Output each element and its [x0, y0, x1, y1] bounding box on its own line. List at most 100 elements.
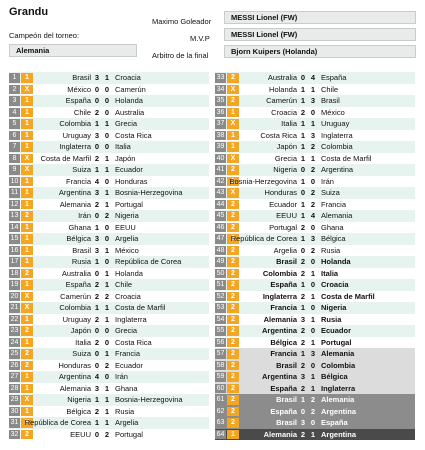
- away-score[interactable]: 0: [104, 337, 110, 347]
- match-row[interactable]: 36 1 Croacia 2 0 México: [215, 107, 415, 119]
- pick-badge[interactable]: 1: [227, 130, 239, 140]
- pick-badge[interactable]: 2: [227, 337, 239, 347]
- home-score[interactable]: 1: [300, 130, 306, 140]
- pick-badge[interactable]: 1: [21, 130, 33, 140]
- match-row[interactable]: 60 2 España 2 1 Inglaterra: [215, 382, 415, 394]
- away-score[interactable]: 0: [104, 130, 110, 140]
- home-score[interactable]: 3: [94, 383, 100, 393]
- away-score[interactable]: 0: [310, 107, 316, 117]
- home-score[interactable]: 1: [300, 176, 306, 186]
- away-score[interactable]: 1: [310, 314, 316, 324]
- away-score[interactable]: 3: [310, 234, 316, 243]
- match-row[interactable]: 51 2 España 1 0 Croacia: [215, 279, 415, 291]
- pick-badge[interactable]: 2: [227, 372, 239, 382]
- away-score[interactable]: 4: [310, 73, 316, 82]
- away-score[interactable]: 1: [104, 314, 110, 324]
- away-score[interactable]: 4: [310, 211, 316, 220]
- away-score[interactable]: 1: [104, 395, 110, 404]
- match-row[interactable]: 52 2 Inglaterra 2 1 Costa de Marfil: [215, 291, 415, 303]
- match-row[interactable]: 6 1 Uruguay 3 0 Costa Rica: [9, 130, 209, 142]
- match-row[interactable]: 12 1 Alemania 2 1 Portugal: [9, 199, 209, 211]
- away-score[interactable]: 1: [104, 119, 110, 128]
- home-score[interactable]: 2: [300, 107, 306, 117]
- pick-badge[interactable]: 1: [21, 176, 33, 186]
- match-row[interactable]: 11 1 Argentina 3 1 Bosnia-Herzegovina: [9, 187, 209, 199]
- pick-badge[interactable]: 1: [21, 234, 33, 244]
- away-score[interactable]: 3: [310, 96, 316, 105]
- away-score[interactable]: 2: [310, 199, 316, 209]
- home-score[interactable]: 3: [94, 130, 100, 140]
- home-score[interactable]: 3: [94, 245, 100, 255]
- match-row[interactable]: 56 2 Bélgica 2 1 Portugal: [215, 337, 415, 349]
- away-score[interactable]: 1: [104, 188, 110, 197]
- away-score[interactable]: 1: [104, 245, 110, 255]
- match-row[interactable]: 7 1 Inglaterra 0 0 Italia: [9, 141, 209, 153]
- pick-badge[interactable]: 1: [21, 73, 33, 83]
- match-row[interactable]: 54 2 Alemania 3 1 Rusia: [215, 314, 415, 326]
- pick-badge[interactable]: X: [21, 153, 33, 163]
- match-row[interactable]: 2 X México 0 0 Camerún: [9, 84, 209, 96]
- pick-badge[interactable]: X: [227, 188, 239, 198]
- away-score[interactable]: 0: [310, 326, 316, 335]
- pick-badge[interactable]: 2: [227, 165, 239, 175]
- match-row[interactable]: 45 2 EEUU 1 4 Alemania: [215, 210, 415, 222]
- match-row[interactable]: 10 1 Francia 4 0 Honduras: [9, 176, 209, 188]
- pick-badge[interactable]: 2: [227, 268, 239, 278]
- match-row[interactable]: 35 2 Camerún 1 3 Brasil: [215, 95, 415, 107]
- away-score[interactable]: 1: [104, 383, 110, 393]
- pick-badge[interactable]: X: [21, 418, 33, 428]
- match-row[interactable]: 22 1 Uruguay 2 1 Inglaterra: [9, 314, 209, 326]
- home-score[interactable]: 1: [94, 418, 100, 427]
- pick-badge[interactable]: 1: [21, 199, 33, 209]
- home-score[interactable]: 3: [94, 73, 100, 82]
- home-score[interactable]: 0: [300, 406, 306, 416]
- pick-badge[interactable]: 2: [227, 395, 239, 405]
- pick-badge[interactable]: 2: [227, 199, 239, 209]
- pick-badge[interactable]: 2: [21, 211, 33, 221]
- pick-badge[interactable]: 2: [227, 280, 239, 290]
- pick-badge[interactable]: 2: [227, 73, 239, 83]
- match-row[interactable]: 19 1 España 2 1 Chile: [9, 279, 209, 291]
- away-score[interactable]: 2: [104, 360, 110, 370]
- away-score[interactable]: 0: [104, 257, 110, 266]
- match-row[interactable]: 34 X Holanda 1 1 Chile: [215, 84, 415, 96]
- away-score[interactable]: 1: [310, 119, 316, 128]
- away-score[interactable]: 1: [104, 280, 110, 289]
- home-score[interactable]: 3: [300, 372, 306, 381]
- away-score[interactable]: 1: [310, 291, 316, 301]
- pick-badge[interactable]: 1: [21, 337, 33, 347]
- home-score[interactable]: 0: [94, 142, 100, 151]
- home-score[interactable]: 2: [94, 406, 100, 416]
- away-score[interactable]: 2: [310, 245, 316, 255]
- champion-field[interactable]: Alemania: [9, 44, 137, 57]
- away-score[interactable]: 0: [310, 176, 316, 186]
- match-row[interactable]: 17 1 Rusia 1 0 República de Corea: [9, 256, 209, 268]
- pick-badge[interactable]: 1: [227, 107, 239, 117]
- match-row[interactable]: 40 X Grecia 1 1 Costa de Marfil: [215, 153, 415, 165]
- pick-badge[interactable]: 2: [227, 234, 239, 244]
- match-row[interactable]: 50 2 Colombia 2 1 Italia: [215, 268, 415, 280]
- home-score[interactable]: 1: [94, 303, 100, 312]
- home-score[interactable]: 1: [300, 84, 306, 94]
- home-score[interactable]: 1: [300, 153, 306, 163]
- pick-badge[interactable]: 1: [21, 222, 33, 232]
- pick-badge[interactable]: 2: [227, 360, 239, 370]
- pick-badge[interactable]: 1: [21, 314, 33, 324]
- away-score[interactable]: 0: [104, 372, 110, 381]
- away-score[interactable]: 0: [104, 142, 110, 151]
- home-score[interactable]: 1: [94, 222, 100, 232]
- pick-badge[interactable]: 2: [227, 314, 239, 324]
- match-row[interactable]: 13 2 Irán 0 2 Nigeria: [9, 210, 209, 222]
- pick-badge[interactable]: 2: [227, 326, 239, 336]
- top-scorer-field[interactable]: MESSI Lionel (FW): [224, 11, 416, 24]
- pick-badge[interactable]: X: [227, 84, 239, 94]
- away-score[interactable]: 0: [310, 257, 316, 266]
- match-row[interactable]: 46 2 Portugal 2 0 Ghana: [215, 222, 415, 234]
- away-score[interactable]: 0: [104, 222, 110, 232]
- pick-badge[interactable]: 1: [227, 142, 239, 152]
- referee-field[interactable]: Bjorn Kuipers (Holanda): [224, 45, 416, 58]
- match-row[interactable]: 27 1 Argentina 4 0 Irán: [9, 371, 209, 383]
- pick-badge[interactable]: 2: [227, 245, 239, 255]
- home-score[interactable]: 0: [300, 245, 306, 255]
- pick-badge[interactable]: 2: [227, 96, 239, 106]
